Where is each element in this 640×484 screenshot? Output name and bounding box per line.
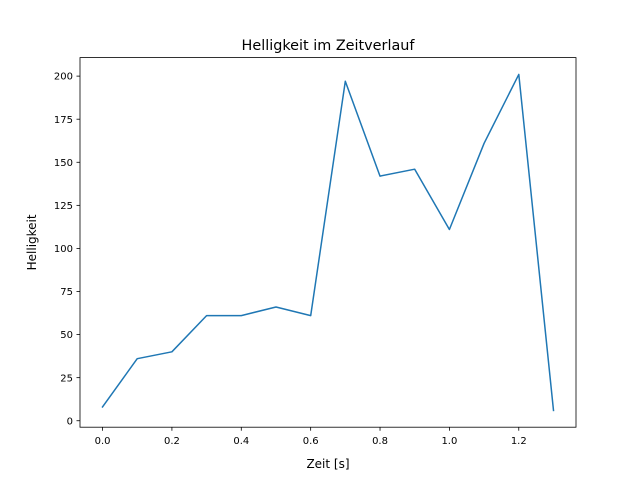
x-axis-label: Zeit [s] xyxy=(306,457,349,471)
y-tick-label: 50 xyxy=(60,330,73,341)
y-axis-label: Helligkeit xyxy=(25,214,39,270)
y-tick-label: 175 xyxy=(54,115,73,126)
x-tick-label: 0.6 xyxy=(303,436,319,447)
x-tick-label: 0.4 xyxy=(233,436,249,447)
y-tick-label: 0 xyxy=(67,416,73,427)
x-tick-label: 1.0 xyxy=(441,436,457,447)
series-line-helligkeit xyxy=(103,74,554,410)
y-tick-label: 75 xyxy=(60,287,73,298)
y-tick-label: 125 xyxy=(54,201,73,212)
chart-title: Helligkeit im Zeitverlauf xyxy=(242,38,416,54)
x-tick-label: 0.0 xyxy=(95,436,111,447)
y-tick-label: 200 xyxy=(54,72,73,83)
y-tick-label: 25 xyxy=(60,373,73,384)
axes-frame xyxy=(80,58,576,428)
x-tick-label: 0.8 xyxy=(372,436,388,447)
x-tick-label: 1.2 xyxy=(511,436,527,447)
y-tick-label: 100 xyxy=(54,244,73,255)
y-tick-label: 150 xyxy=(54,158,73,169)
x-tick-label: 0.2 xyxy=(164,436,180,447)
